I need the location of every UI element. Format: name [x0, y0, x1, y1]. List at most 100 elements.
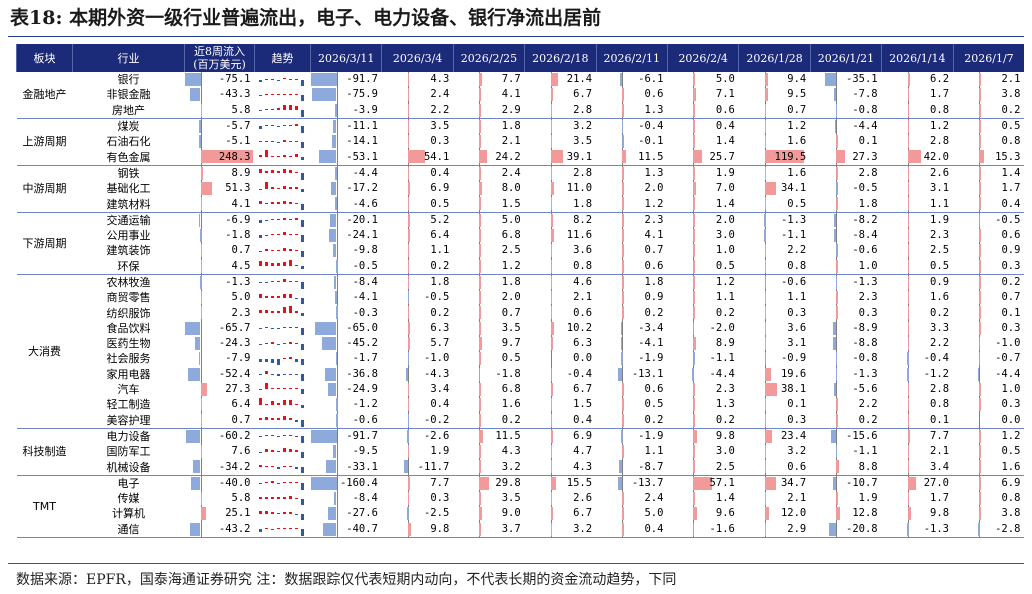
weekly-flow-cell: 0.1 [881, 412, 954, 429]
inflow-bar [200, 398, 202, 412]
weekly-flow-value: 1.2 [715, 276, 735, 288]
weekly-flow-value: 8.9 [715, 337, 735, 350]
flow-8w-value: -6.9 [225, 213, 251, 226]
bar-axis [200, 336, 202, 352]
weekly-flow-value: 1.0 [858, 259, 878, 272]
weekly-flow-value: -0.4 [566, 367, 593, 380]
sparkline-bar [288, 105, 292, 111]
weekly-flow-cell: 0.1 [953, 305, 1024, 321]
outflow-bar [200, 275, 202, 289]
weekly-flow-cell: 6.4 [382, 227, 453, 244]
table-row: 医药生物 -24.3 -45.2 5.7 9.7 6.3 -4.1 8.9 3.1 -8.8 2.2… [17, 336, 1025, 352]
weekly-flow-cell: 0.4 [953, 196, 1025, 213]
inflow-bar [479, 88, 481, 102]
weekly-flow-value: 0.2 [715, 306, 735, 319]
weekly-flow-value: 1.4 [715, 197, 735, 210]
inflow-bar [200, 182, 213, 196]
flow-8w-value: -52.4 [218, 367, 251, 380]
sparkline-bar [282, 154, 286, 157]
outflow-bar [406, 367, 408, 381]
inflow-bar [979, 197, 981, 211]
sparkline-bar [294, 497, 298, 499]
weekly-flow-value: 2.5 [715, 460, 735, 473]
weekly-flow-value: 3.0 [715, 229, 735, 242]
weekly-flow-value: 0.3 [1001, 259, 1021, 272]
inflow-bar [479, 321, 481, 335]
weekly-flow-value: -0.3 [352, 306, 378, 319]
weekly-flow-cell: 0.2 [810, 412, 882, 429]
sparkline-bar [264, 93, 268, 95]
weekly-flow-cell: 4.3 [382, 72, 453, 88]
inflow-bar [907, 306, 910, 320]
weekly-flow-value: 1.7 [930, 88, 950, 101]
weekly-flow-value: 0.2 [930, 306, 950, 319]
outflow-bar [327, 507, 337, 521]
trend-sparkline [255, 506, 311, 521]
inflow-bar [764, 291, 767, 305]
outflow-bar [833, 88, 837, 102]
inflow-bar [407, 492, 410, 506]
sparkline-bar [270, 328, 274, 330]
weekly-flow-cell: 42.0 [881, 149, 954, 166]
weekly-flow-value: 0.2 [715, 413, 735, 426]
weekly-flow-value: 4.1 [501, 88, 521, 101]
outflow-bar [692, 522, 695, 536]
inflow-bar [979, 445, 981, 459]
inflow-bar [907, 321, 910, 335]
outflow-bar [310, 429, 337, 443]
weekly-flow-value: 9.8 [715, 429, 735, 442]
weekly-flow-cell: 0.4 [524, 412, 597, 429]
weekly-flow-value: 0.4 [1001, 197, 1021, 210]
inflow-bar [550, 150, 564, 164]
flow-8w-cell: 7.6 [185, 444, 255, 460]
weekly-flow-value: 2.3 [644, 213, 664, 226]
sparkline-bar [294, 172, 298, 174]
industry-name: 有色金属 [72, 149, 185, 166]
weekly-flow-cell: -1.7 [311, 351, 382, 367]
sparkline-bar [282, 169, 286, 174]
weekly-flow-value: 2.1 [930, 445, 950, 458]
weekly-flow-cell: 0.5 [381, 196, 454, 213]
flow-8w-value: 25.1 [225, 507, 251, 520]
inflow-bar [907, 103, 910, 117]
weekly-flow-cell: 2.4 [382, 87, 453, 103]
bar-axis [200, 72, 202, 88]
inflow-bar [764, 321, 767, 335]
weekly-flow-value: 0.3 [430, 492, 450, 505]
weekly-flow-cell: -0.6 [739, 274, 810, 291]
footer-divider [8, 563, 1024, 564]
bar-axis [622, 459, 624, 475]
sparkline-bar [282, 357, 286, 359]
sparkline-bar [276, 219, 280, 221]
flow-8w-value: 8.9 [231, 166, 251, 179]
weekly-flow-cell: 6.2 [882, 72, 953, 88]
outflow-bar [836, 244, 838, 258]
weekly-flow-value: 3.6 [787, 321, 807, 334]
weekly-flow-value: -0.5 [423, 291, 450, 304]
weekly-flow-cell: -7.8 [810, 87, 881, 103]
weekly-flow-value: 9.0 [501, 507, 521, 520]
bar-axis [336, 165, 338, 182]
weekly-flow-value: 5.2 [430, 213, 450, 226]
weekly-flow-value: 0.2 [858, 413, 878, 426]
sparkline-bar [264, 78, 268, 80]
sparkline-bar [258, 510, 262, 514]
flow-8w-cell: -65.7 [185, 320, 255, 337]
table-row: 轻工制造 6.4 -1.2 0.4 1.6 1.5 0.5 1.3 0.1 2.2 0.8 0.3 [17, 397, 1025, 413]
bar-axis [336, 274, 338, 291]
weekly-flow-value: -1.8 [495, 367, 521, 380]
sparkline-bar [288, 249, 292, 251]
inflow-bar [407, 166, 410, 180]
table-row: 美容护理 0.7 -0.6 -0.2 0.2 0.4 0.2 0.2 0.3 0.2 0.1 0.0 [17, 412, 1025, 429]
weekly-flow-cell: -0.5 [310, 258, 382, 275]
table-row: 纺织服饰 2.3 -0.3 0.2 0.7 0.6 0.2 0.2 0.3 0.3 0.2 0.1 [17, 305, 1025, 321]
weekly-flow-cell: 1.8 [524, 196, 597, 213]
weekly-flow-cell: 3.8 [953, 87, 1024, 103]
weekly-flow-cell: 1.1 [667, 290, 738, 306]
inflow-bar [693, 492, 695, 506]
sparkline-bar [258, 451, 262, 453]
sparkline-bar [258, 436, 262, 438]
header-date: 2026/2/11 [595, 44, 668, 72]
sparkline-bar [270, 435, 274, 437]
weekly-flow-value: 1.5 [501, 197, 521, 210]
